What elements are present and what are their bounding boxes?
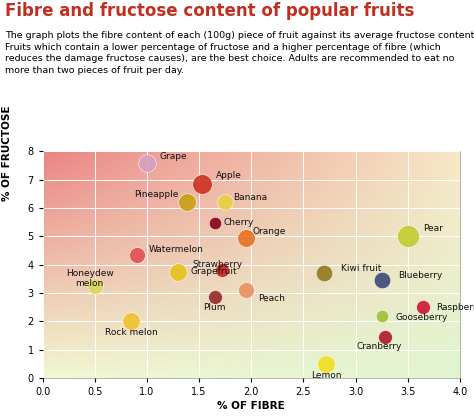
- Point: [419, 304, 427, 310]
- Text: Plum: Plum: [203, 304, 226, 312]
- Point: [404, 233, 411, 239]
- Text: Cranberry: Cranberry: [357, 342, 402, 351]
- Point: [378, 312, 385, 319]
- Point: [378, 277, 385, 284]
- Text: Cherry: Cherry: [223, 218, 254, 226]
- Text: Rock melon: Rock melon: [105, 328, 158, 336]
- Text: Gooseberry: Gooseberry: [395, 312, 447, 322]
- Point: [211, 220, 219, 227]
- Text: Orange: Orange: [252, 227, 286, 236]
- Point: [381, 333, 389, 340]
- Text: Pineapple: Pineapple: [134, 190, 178, 199]
- Text: Strawberry: Strawberry: [193, 260, 243, 268]
- Point: [322, 361, 330, 368]
- Point: [183, 199, 191, 205]
- Text: Honeydew
melon: Honeydew melon: [66, 269, 113, 289]
- Text: Apple: Apple: [216, 171, 242, 180]
- Point: [242, 234, 250, 241]
- Text: Fibre and fructose content of popular fruits: Fibre and fructose content of popular fr…: [5, 2, 414, 20]
- Point: [128, 318, 135, 325]
- Point: [221, 199, 229, 205]
- Point: [242, 287, 250, 294]
- Point: [174, 268, 182, 275]
- Text: Banana: Banana: [234, 193, 268, 202]
- Text: The graph plots the fibre content of each (100g) piece of fruit against its aver: The graph plots the fibre content of eac…: [5, 32, 474, 75]
- Text: Grapefruit: Grapefruit: [191, 267, 237, 276]
- Text: Blueberry: Blueberry: [398, 270, 443, 280]
- Text: Kiwi fruit: Kiwi fruit: [341, 263, 381, 273]
- Text: Pear: Pear: [423, 224, 443, 233]
- X-axis label: % OF FIBRE: % OF FIBRE: [218, 401, 285, 411]
- Text: Peach: Peach: [258, 294, 285, 303]
- Text: % OF FRUCTOSE: % OF FRUCTOSE: [2, 105, 12, 201]
- Point: [133, 251, 140, 258]
- Point: [211, 294, 219, 301]
- Point: [199, 181, 206, 187]
- Point: [91, 283, 99, 289]
- Point: [218, 267, 226, 274]
- Text: Raspberry: Raspberry: [436, 303, 474, 312]
- Point: [320, 270, 328, 276]
- Text: Grape: Grape: [159, 152, 187, 161]
- Text: Watermelon: Watermelon: [149, 245, 204, 254]
- Text: Lemon: Lemon: [311, 371, 342, 380]
- Point: [143, 159, 151, 166]
